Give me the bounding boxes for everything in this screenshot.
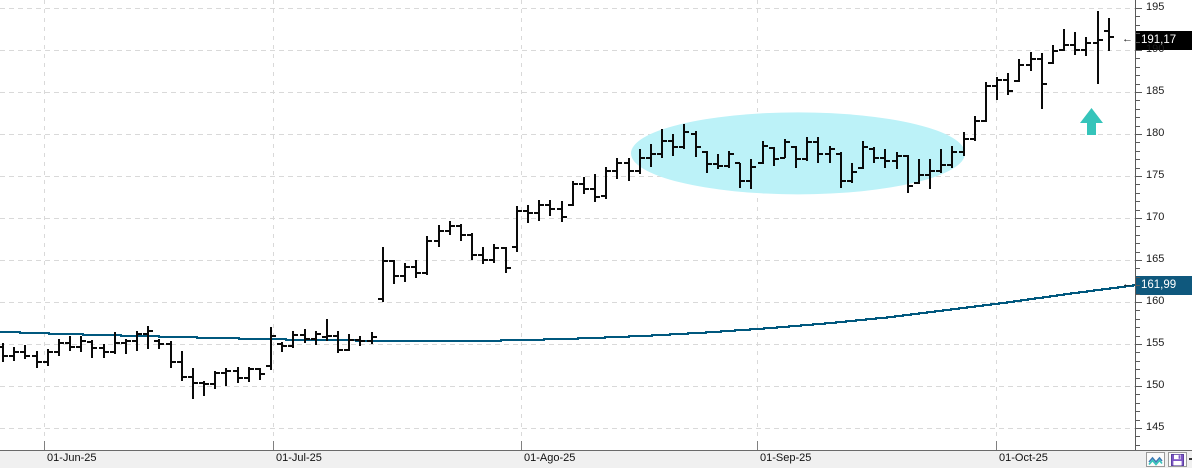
price-minor-tick bbox=[1136, 75, 1140, 76]
price-minor-tick bbox=[1136, 252, 1140, 253]
price-major-tick bbox=[1136, 8, 1142, 9]
highlight-ellipse-annotation bbox=[631, 112, 965, 195]
price-minor-tick bbox=[1136, 117, 1140, 118]
price-minor-tick bbox=[1136, 67, 1140, 68]
price-tick-label: 155 bbox=[1146, 337, 1165, 350]
price-minor-tick bbox=[1136, 151, 1140, 152]
price-minor-tick bbox=[1136, 369, 1140, 370]
price-minor-tick bbox=[1136, 411, 1140, 412]
price-minor-tick bbox=[1136, 243, 1140, 244]
price-major-tick bbox=[1136, 92, 1142, 93]
price-minor-tick bbox=[1136, 277, 1140, 278]
price-major-tick bbox=[1136, 218, 1142, 219]
price-minor-tick bbox=[1136, 285, 1140, 286]
price-tick-label: 180 bbox=[1146, 127, 1165, 140]
price-tick-label: 165 bbox=[1146, 253, 1165, 266]
price-major-tick bbox=[1136, 176, 1142, 177]
price-minor-tick bbox=[1136, 109, 1140, 110]
price-minor-tick bbox=[1136, 193, 1140, 194]
price-minor-tick bbox=[1136, 319, 1140, 320]
price-tick-label: 145 bbox=[1146, 421, 1165, 434]
last-price-tag: 191,17 bbox=[1136, 30, 1192, 50]
price-minor-tick bbox=[1136, 201, 1140, 202]
ma-value-pointer-arrow-icon: ← bbox=[1122, 278, 1133, 291]
zigzag-icon bbox=[1148, 456, 1163, 466]
date-tick-label: 01-Jun-25 bbox=[47, 452, 97, 464]
ohlc-bars bbox=[0, 11, 1114, 399]
date-tick-label: 01-Oct-25 bbox=[999, 452, 1048, 464]
date-tick-label: 01-Ago-25 bbox=[524, 452, 576, 464]
price-tick-label: 175 bbox=[1146, 169, 1165, 182]
price-minor-tick bbox=[1136, 126, 1140, 127]
up-arrow-annotation bbox=[1080, 108, 1103, 135]
price-minor-tick bbox=[1136, 445, 1140, 446]
price-minor-tick bbox=[1136, 327, 1140, 328]
save-button[interactable] bbox=[1168, 452, 1187, 467]
price-major-tick bbox=[1136, 50, 1142, 51]
price-minor-tick bbox=[1136, 235, 1140, 236]
grid-layer bbox=[0, 0, 1135, 449]
price-minor-tick bbox=[1136, 184, 1140, 185]
price-major-tick bbox=[1136, 260, 1142, 261]
price-major-tick bbox=[1136, 344, 1142, 345]
price-minor-tick bbox=[1136, 352, 1140, 353]
price-chart-plot[interactable] bbox=[0, 0, 1135, 450]
price-tick-label: 195 bbox=[1146, 1, 1165, 14]
date-tick-label: 01-Sep-25 bbox=[760, 452, 812, 464]
price-minor-tick bbox=[1136, 159, 1140, 160]
price-minor-tick bbox=[1136, 142, 1140, 143]
price-major-tick bbox=[1136, 428, 1142, 429]
price-major-tick bbox=[1136, 302, 1142, 303]
price-minor-tick bbox=[1136, 378, 1140, 379]
price-minor-tick bbox=[1136, 58, 1140, 59]
price-minor-tick bbox=[1136, 226, 1140, 227]
price-tick-label: 190 bbox=[1146, 43, 1165, 56]
time-axis[interactable]: 01-Jun-25 01-Jul-25 01-Ago-25 01-Sep-25 01-O… bbox=[0, 450, 1192, 468]
price-minor-tick bbox=[1136, 33, 1140, 34]
price-axis[interactable]: 191,17 161,99 145 150 155 160 165 170 175 180 18… bbox=[1135, 0, 1192, 450]
price-minor-tick bbox=[1136, 336, 1140, 337]
zigzag-tool-button[interactable] bbox=[1146, 452, 1165, 467]
floppy-disk-icon bbox=[1171, 453, 1184, 466]
price-minor-tick bbox=[1136, 16, 1140, 17]
price-tick-label: 160 bbox=[1146, 295, 1165, 308]
price-tick-label: 185 bbox=[1146, 85, 1165, 98]
price-tick-label: 170 bbox=[1146, 211, 1165, 224]
price-minor-tick bbox=[1136, 268, 1140, 269]
price-tick-label: 150 bbox=[1146, 379, 1165, 392]
price-minor-tick bbox=[1136, 42, 1140, 43]
price-minor-tick bbox=[1136, 100, 1140, 101]
price-minor-tick bbox=[1136, 394, 1140, 395]
price-minor-tick bbox=[1136, 294, 1140, 295]
price-minor-tick bbox=[1136, 403, 1140, 404]
date-tick-label: 01-Jul-25 bbox=[276, 452, 322, 464]
moving-average-line bbox=[0, 284, 1135, 342]
cut-off-element-dash bbox=[1189, 458, 1192, 460]
price-minor-tick bbox=[1136, 84, 1140, 85]
price-minor-tick bbox=[1136, 436, 1140, 437]
ma-value-tag: 161,99 bbox=[1136, 275, 1192, 295]
price-minor-tick bbox=[1136, 25, 1140, 26]
price-minor-tick bbox=[1136, 310, 1140, 311]
price-major-tick bbox=[1136, 134, 1142, 135]
last-price-pointer-arrow-icon: ← bbox=[1122, 33, 1133, 46]
price-minor-tick bbox=[1136, 420, 1140, 421]
price-minor-tick bbox=[1136, 210, 1140, 211]
price-major-tick bbox=[1136, 386, 1142, 387]
price-minor-tick bbox=[1136, 361, 1140, 362]
price-minor-tick bbox=[1136, 168, 1140, 169]
